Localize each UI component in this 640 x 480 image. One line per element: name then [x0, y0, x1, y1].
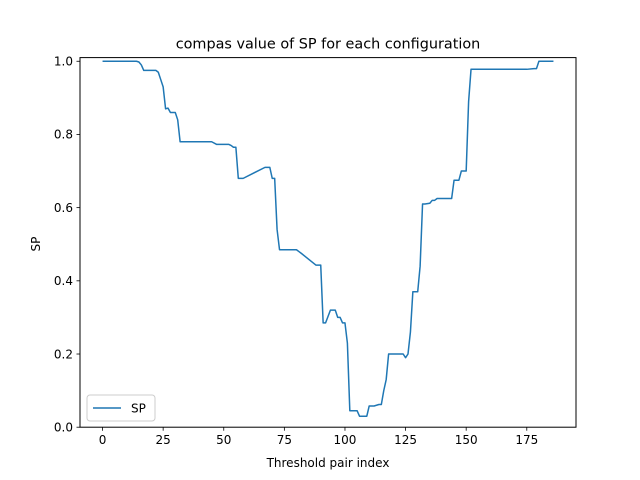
- y-tick-label: 0.4: [54, 274, 73, 288]
- x-tick-label: 50: [216, 433, 231, 447]
- legend: SP: [86, 394, 156, 422]
- series-line-sp: [102, 60, 554, 417]
- x-tick-label: 100: [334, 433, 357, 447]
- y-tick-label: 1.0: [54, 55, 73, 69]
- x-tick-label: 75: [277, 433, 292, 447]
- x-tick-label: 25: [156, 433, 171, 447]
- y-tick-label: 0.8: [54, 128, 73, 142]
- x-axis-ticks: 0 25 50 75 100 125 150 175: [99, 427, 538, 447]
- x-tick-label: 0: [99, 433, 107, 447]
- plot-area: [102, 60, 554, 417]
- y-tick-label: 0.6: [54, 201, 73, 215]
- x-tick-label: 125: [394, 433, 417, 447]
- y-tick-label: 0.0: [54, 421, 73, 435]
- y-tick-label: 0.2: [54, 347, 73, 361]
- y-axis-label: SP: [29, 237, 43, 252]
- chart-title: compas value of SP for each configuratio…: [176, 37, 481, 53]
- x-tick-label: 175: [515, 433, 538, 447]
- y-axis-ticks: 0.0 0.2 0.4 0.6 0.8 1.0: [54, 55, 80, 435]
- x-tick-label: 150: [455, 433, 478, 447]
- x-axis-label: Threshold pair index: [266, 456, 390, 470]
- legend-label: SP: [131, 402, 146, 416]
- axes-frame: [79, 57, 577, 428]
